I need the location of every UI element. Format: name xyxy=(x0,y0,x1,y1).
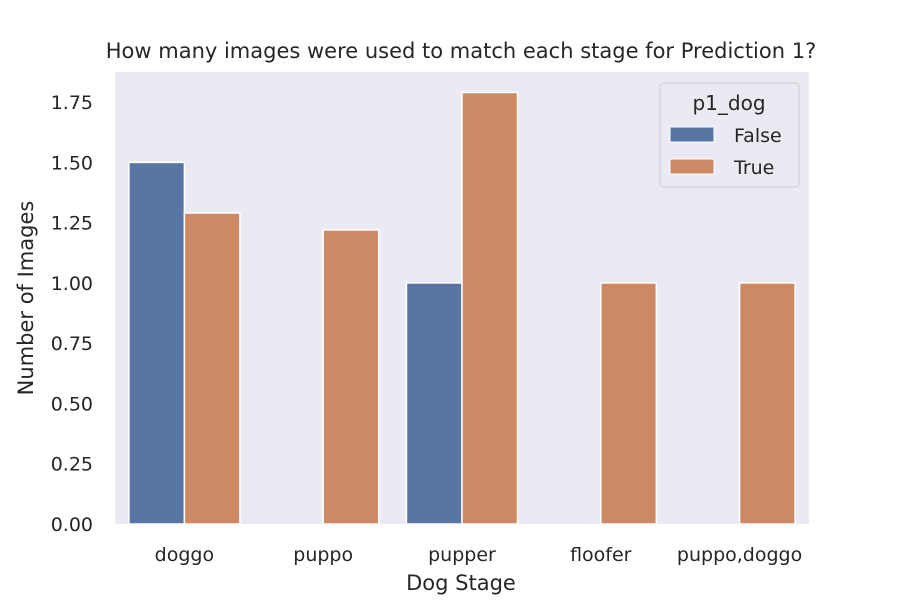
chart-title: How many images were used to match each … xyxy=(106,39,816,63)
legend-label-false: False xyxy=(734,125,782,147)
y-tick-label: 0.00 xyxy=(51,514,93,536)
legend-label-true: True xyxy=(733,157,774,179)
y-tick-label: 1.25 xyxy=(51,213,93,235)
y-tick-label: 1.00 xyxy=(51,273,93,295)
x-tick-label: puppo xyxy=(293,544,353,566)
y-tick-label: 0.50 xyxy=(51,393,93,415)
y-axis-label: Number of Images xyxy=(14,201,38,396)
bar-puppo-doggo-true xyxy=(738,282,796,525)
y-axis-ticks: 0.00 0.25 0.50 0.75 1.00 1.25 1.50 1.75 xyxy=(51,92,93,536)
y-tick-label: 0.75 xyxy=(51,333,93,355)
legend-swatch-false xyxy=(669,126,715,143)
bar-pupper-false xyxy=(405,282,463,525)
bar-pupper-true xyxy=(461,91,519,525)
bar-floofer-true xyxy=(600,282,658,525)
x-tick-label: doggo xyxy=(155,544,214,566)
bar-doggo-false xyxy=(128,161,186,525)
bars-group xyxy=(128,91,796,525)
y-tick-label: 0.25 xyxy=(51,454,93,476)
legend: p1_dog False True xyxy=(659,82,800,188)
x-tick-label: puppo,doggo xyxy=(677,544,802,566)
y-tick-label: 1.50 xyxy=(51,152,93,174)
legend-title: p1_dog xyxy=(692,91,765,115)
x-tick-label: pupper xyxy=(428,544,496,566)
legend-swatch-true xyxy=(669,158,715,175)
bar-puppo-true xyxy=(322,229,380,525)
bar-doggo-true xyxy=(183,212,241,525)
x-axis-label: Dog Stage xyxy=(406,571,516,595)
x-tick-label: floofer xyxy=(570,544,632,566)
x-axis-ticks: doggo puppo pupper floofer puppo,doggo xyxy=(155,544,803,566)
y-tick-label: 1.75 xyxy=(51,92,93,114)
